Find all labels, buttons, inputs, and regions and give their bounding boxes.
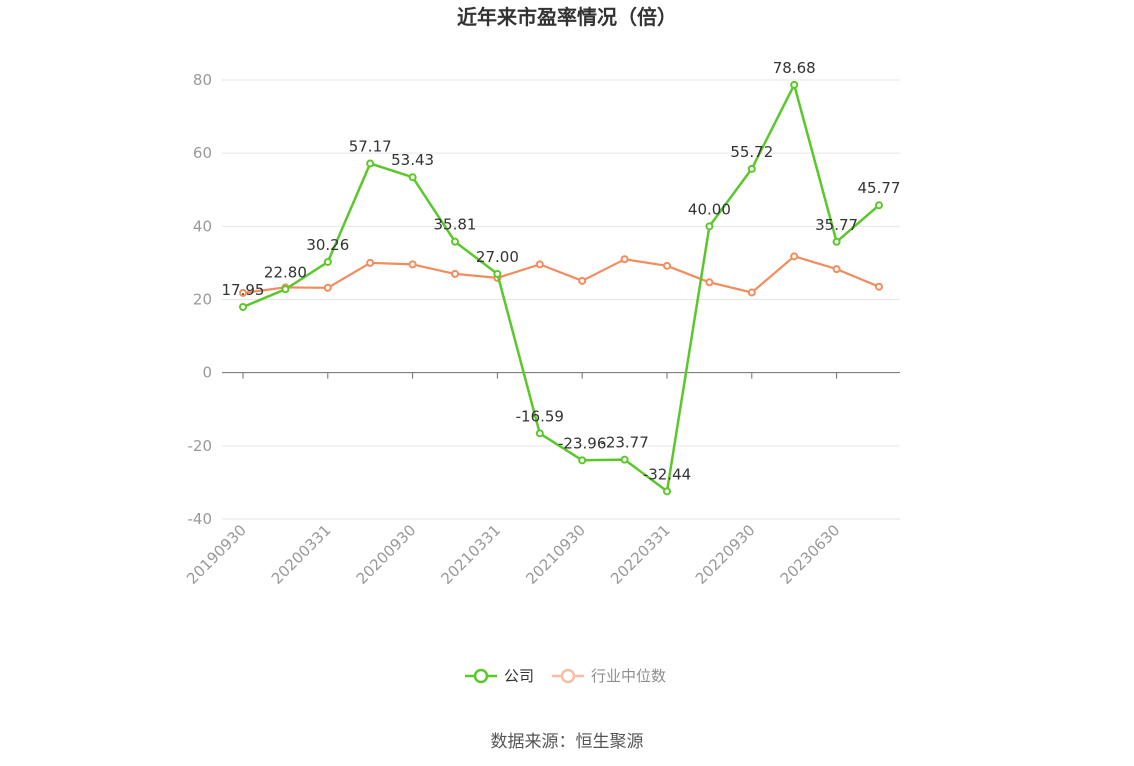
data-label: 30.26 <box>306 236 349 254</box>
data-point-industry-median <box>239 288 247 297</box>
data-label: 35.81 <box>434 216 477 234</box>
data-label: 22.80 <box>264 263 307 281</box>
legend-marker <box>560 668 576 684</box>
y-tick-label: -20 <box>188 437 213 455</box>
data-label: 55.72 <box>730 143 773 161</box>
data-point-company <box>620 455 629 464</box>
data-point-company <box>535 429 544 438</box>
data-point-industry-median <box>323 283 332 292</box>
y-tick-label: 40 <box>193 217 212 235</box>
x-tick-label: 20200331 <box>268 521 335 588</box>
data-point-industry-median <box>408 260 417 269</box>
data-point-company <box>747 164 756 173</box>
axes: -40 -20 0 20 40 60 80 20190930 20200331 20200930 2… <box>183 71 900 588</box>
data-point-company <box>451 237 459 246</box>
data-point-industry-median <box>747 288 756 297</box>
data-point-company <box>663 487 671 496</box>
data-point-company <box>323 257 332 266</box>
data-point-industry-median <box>705 278 714 287</box>
x-tick-label: 20220331 <box>607 521 674 588</box>
chart-title: 近年来市盈率情况（倍） <box>457 5 677 29</box>
data-point-industry-median <box>578 276 587 285</box>
x-tick-label: 20210930 <box>522 521 589 588</box>
data-point-company <box>790 80 799 89</box>
data-point-industry-median <box>875 282 883 291</box>
data-point-industry-median <box>620 255 629 264</box>
data-point-company <box>578 456 587 465</box>
data-point-company <box>239 302 247 311</box>
data-label: 78.68 <box>773 59 816 77</box>
legend-label: 行业中位数 <box>591 667 666 685</box>
data-label: 53.43 <box>391 151 434 169</box>
data-label: 27.00 <box>476 248 519 266</box>
legend-label: 公司 <box>504 667 534 685</box>
y-tick-label: 80 <box>193 71 212 89</box>
x-tick-label: 20220930 <box>692 521 759 588</box>
data-label: -16.59 <box>516 407 564 425</box>
y-tick-label: 0 <box>202 364 212 382</box>
data-point-industry-median <box>663 261 671 270</box>
data-label: -23.96 <box>558 434 606 452</box>
data-point-company <box>493 269 502 278</box>
data-point-company <box>366 159 375 168</box>
data-point-industry-median <box>366 258 375 267</box>
legend[interactable]: 公司 行业中位数 <box>465 667 666 685</box>
x-tick-label: 20200930 <box>353 521 420 588</box>
data-label: 57.17 <box>349 138 392 156</box>
x-tick-label: 20190930 <box>183 521 250 588</box>
legend-item-industry-median[interactable]: 行业中位数 <box>552 667 666 685</box>
source-note: 数据来源：恒生聚源 <box>491 732 644 752</box>
x-tick-label: 20210331 <box>438 521 505 588</box>
y-tick-label: 20 <box>193 291 212 309</box>
data-point-industry-median <box>451 269 459 278</box>
data-point-industry-median <box>535 260 544 269</box>
series-lines <box>239 80 883 496</box>
data-label: -32.44 <box>643 465 691 483</box>
series-line-industry-median <box>242 255 880 294</box>
data-label: 35.77 <box>815 216 858 234</box>
gridlines <box>222 79 900 520</box>
data-point-company <box>705 222 714 231</box>
data-point-company <box>832 237 841 246</box>
y-tick-label: -40 <box>188 510 213 528</box>
x-tick-label: 20230630 <box>777 521 844 588</box>
data-label: -23.77 <box>600 434 648 452</box>
data-point-company <box>875 201 883 210</box>
y-tick-label: 60 <box>193 144 212 162</box>
legend-marker <box>473 668 489 684</box>
data-point-industry-median <box>790 252 799 261</box>
data-point-company <box>281 285 290 294</box>
data-point-industry-median <box>832 265 841 274</box>
legend-item-company[interactable]: 公司 <box>465 667 534 685</box>
data-label: 45.77 <box>858 179 901 197</box>
data-label: 17.95 <box>222 281 265 299</box>
series-line-company <box>242 83 880 493</box>
data-point-company <box>408 173 417 182</box>
data-label: 40.00 <box>688 200 731 218</box>
